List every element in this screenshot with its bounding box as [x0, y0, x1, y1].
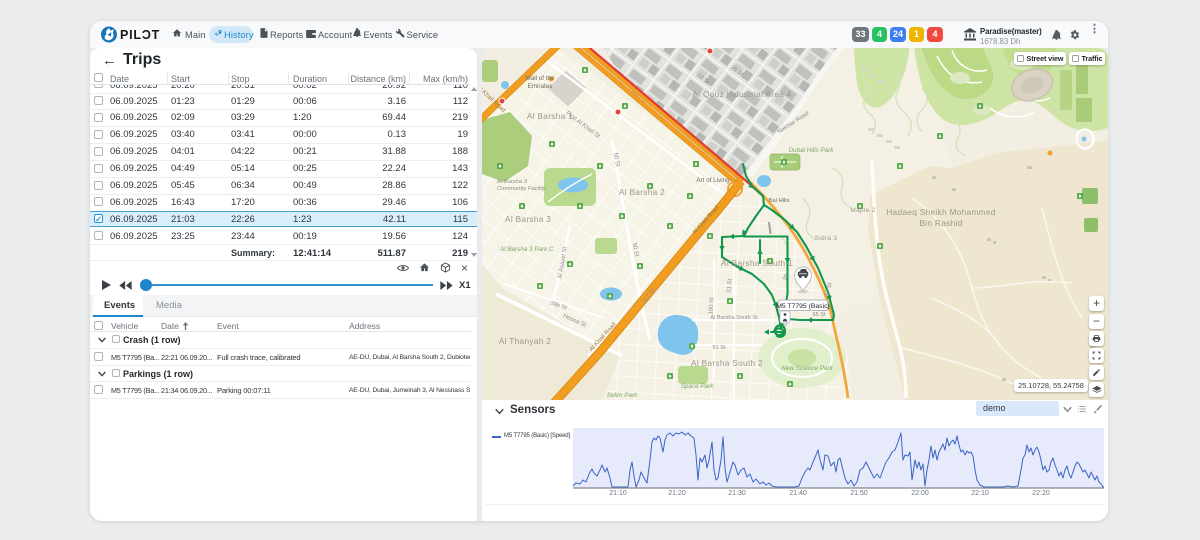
- svg-text:Art of Living: Art of Living: [696, 177, 730, 184]
- svg-text:Al Barsha South 2: Al Barsha South 2: [691, 358, 763, 368]
- svg-text:65 St: 65 St: [812, 312, 826, 318]
- svg-text:50 St: 50 St: [612, 152, 621, 167]
- svg-text:Al Thanyah 2: Al Thanyah 2: [499, 336, 551, 346]
- svg-text:Al Barsha 3 Park C: Al Barsha 3 Park C: [499, 246, 554, 253]
- svg-text:100 St: 100 St: [708, 297, 715, 315]
- svg-text:Al Barsha 3: Al Barsha 3: [505, 214, 551, 224]
- svg-text:Dubai Hills Park: Dubai Hills Park: [789, 147, 835, 154]
- svg-text:Bin Rashid: Bin Rashid: [919, 218, 962, 228]
- svg-text:Al Barsha South 1: Al Barsha South 1: [721, 258, 793, 268]
- svg-text:Al Asayel St: Al Asayel St: [557, 246, 569, 279]
- svg-text:Al Qouz Industrial Area 4: Al Qouz Industrial Area 4: [692, 89, 791, 99]
- svg-text:Al Barsha 2: Al Barsha 2: [619, 187, 665, 197]
- svg-text:58: 58: [782, 273, 790, 281]
- svg-text:51 St: 51 St: [712, 345, 726, 351]
- svg-text:57 St: 57 St: [824, 282, 834, 297]
- svg-text:Maple 2: Maple 2: [850, 207, 875, 214]
- svg-text:50 St: 50 St: [631, 242, 640, 257]
- svg-text:Al Barsha 1: Al Barsha 1: [527, 111, 573, 121]
- svg-text:Mall of the: Mall of the: [525, 75, 555, 82]
- svg-text:New Science Park: New Science Park: [781, 365, 833, 372]
- svg-text:Emirates: Emirates: [528, 83, 553, 90]
- svg-text:Sidra 3: Sidra 3: [815, 235, 838, 242]
- svg-text:Al Barsha South St: Al Barsha South St: [710, 315, 758, 321]
- svg-text:31 St: 31 St: [727, 278, 734, 293]
- svg-text:Selim Park: Selim Park: [607, 392, 638, 399]
- svg-text:M5 T7795 (Basic): M5 T7795 (Basic): [776, 303, 830, 310]
- svg-text:Community Facility: Community Facility: [497, 186, 547, 192]
- svg-text:Space Park: Space Park: [681, 383, 714, 390]
- svg-text:Bal Hills: Bal Hills: [769, 198, 790, 204]
- svg-text:Hadaeq Sheikh Mohammed: Hadaeq Sheikh Mohammed: [886, 207, 996, 217]
- svg-text:Al Barsha 3: Al Barsha 3: [496, 179, 528, 185]
- svg-text:39b St: 39b St: [549, 301, 568, 312]
